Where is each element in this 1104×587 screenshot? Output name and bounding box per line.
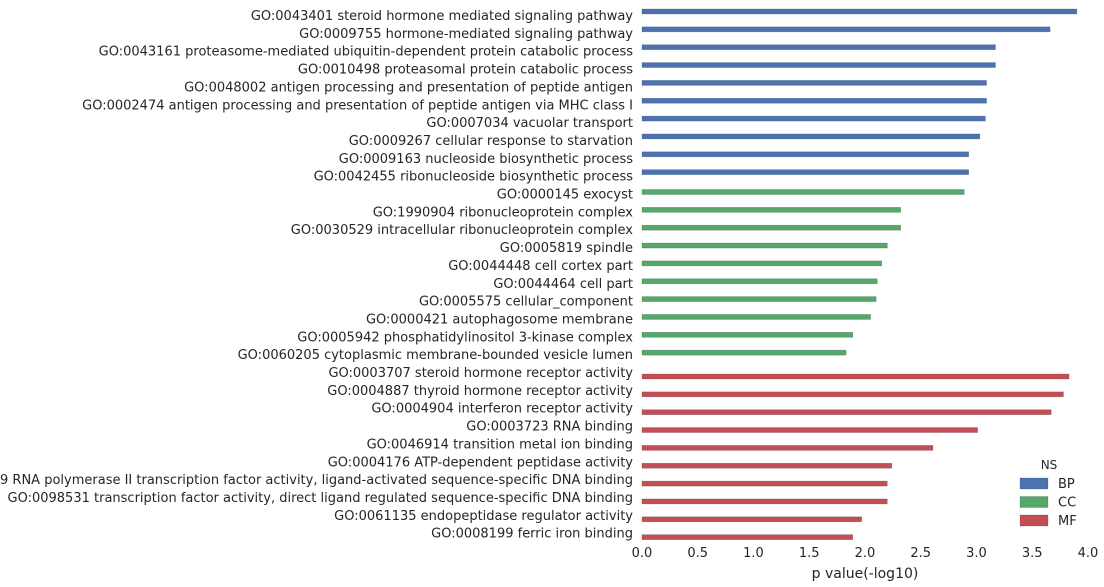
bar-bp: [641, 151, 969, 158]
bar-cc: [641, 242, 888, 249]
bar-bp: [641, 115, 986, 122]
category-label: GO:0004879 RNA polymerase II transcripti…: [0, 473, 633, 488]
category-label: GO:0044464 cell part: [493, 277, 633, 292]
x-tick-label: 4.0: [1078, 546, 1099, 561]
bar-bp: [641, 8, 1078, 15]
bar-mf: [641, 498, 888, 505]
x-tick-label: 0.0: [632, 546, 653, 561]
x-tick-label: 1.5: [799, 546, 820, 561]
bar-bp: [641, 97, 987, 104]
legend-title: NS: [1041, 458, 1058, 472]
category-label: GO:0098531 transcription factor activity…: [8, 491, 633, 506]
category-label: GO:0009755 hormone-mediated signaling pa…: [299, 27, 633, 42]
bar-mf: [641, 534, 854, 540]
legend-label-mf: MF: [1058, 514, 1077, 529]
bar-bp: [641, 133, 981, 140]
bar-bp: [641, 26, 1051, 33]
bar-mf: [641, 516, 862, 523]
bar-bp: [641, 80, 987, 86]
category-label: GO:0008199 ferric iron binding: [431, 527, 633, 542]
x-tick-label: 0.5: [687, 546, 708, 561]
category-label: GO:0042455 ribonucleoside biosynthetic p…: [314, 170, 634, 185]
x-tick-label: 1.0: [743, 546, 764, 561]
bar-mf: [641, 409, 1052, 416]
bar-mf: [641, 480, 888, 487]
category-label: GO:0060205 cytoplasmic membrane-bounded …: [238, 348, 633, 363]
category-label: GO:0000145 exocyst: [497, 188, 633, 203]
bar-mf: [641, 427, 978, 433]
bar-cc: [641, 278, 878, 285]
category-label: GO:0009163 nucleoside biosynthetic proce…: [339, 152, 633, 167]
category-label: GO:0044448 cell cortex part: [448, 259, 633, 274]
legend-swatch-mf: [1019, 514, 1049, 527]
bars-group: [641, 8, 1078, 540]
category-label: GO:0000421 autophagosome membrane: [366, 312, 633, 327]
legend-label-bp: BP: [1058, 477, 1075, 492]
category-label: GO:0003707 steroid hormone receptor acti…: [328, 366, 633, 381]
category-label: GO:0030529 intracellular ribonucleoprote…: [291, 223, 634, 238]
bar-cc: [641, 314, 871, 320]
category-label: GO:0046914 transition metal ion binding: [367, 437, 633, 452]
category-label: GO:0002474 antigen processing and presen…: [82, 98, 633, 113]
bar-cc: [641, 207, 901, 213]
bar-cc: [641, 260, 883, 267]
x-tick-label: 3.0: [966, 546, 987, 561]
x-tick-label: 3.5: [1022, 546, 1043, 561]
x-axis-label: p value(-log10): [812, 566, 919, 582]
category-label: GO:0004887 thyroid hormone receptor acti…: [327, 384, 633, 399]
legend-items: BP CC MF: [1019, 477, 1077, 529]
bar-cc: [641, 224, 901, 231]
bar-mf: [641, 462, 893, 469]
category-label: GO:0005819 spindle: [500, 241, 633, 256]
category-label: GO:0043401 steroid hormone mediated sign…: [251, 9, 633, 24]
bar-bp: [641, 62, 996, 68]
category-labels: GO:0043401 steroid hormone mediated sign…: [0, 9, 633, 542]
category-label: GO:0003723 RNA binding: [466, 420, 633, 435]
x-tick-label: 2.0: [855, 546, 876, 561]
legend-swatch-bp: [1019, 477, 1049, 490]
category-label: GO:0010498 proteasomal protein catabolic…: [298, 63, 633, 78]
bar-cc: [641, 349, 847, 356]
category-label: GO:1990904 ribonucleoprotein complex: [373, 205, 634, 220]
bar-mf: [641, 445, 934, 451]
bar-cc: [641, 189, 965, 195]
category-label: GO:0009267 cellular response to starvati…: [349, 134, 633, 149]
category-label: GO:0007034 vacuolar transport: [426, 116, 633, 131]
category-label: GO:0004176 ATP-dependent peptidase activ…: [328, 455, 634, 470]
legend: NS BP CC MF: [1019, 458, 1077, 529]
x-tick-labels: 0.0 0.5 1.0 1.5 2.0 2.5 3.0 3.5 4.0: [632, 546, 1099, 561]
bar-mf: [641, 391, 1064, 398]
category-label: GO:0005942 phosphatidylinositol 3-kinase…: [297, 330, 633, 345]
bar-cc: [641, 331, 854, 338]
bar-mf: [641, 373, 1070, 380]
category-label: GO:0005575 cellular_component: [419, 295, 633, 310]
category-label: GO:0048002 antigen processing and presen…: [184, 80, 633, 95]
bar-bp: [641, 169, 969, 175]
bar-bp: [641, 44, 996, 51]
category-label: GO:0004904 interferon receptor activity: [371, 402, 633, 417]
legend-swatch-cc: [1019, 496, 1049, 508]
bar-cc: [641, 296, 877, 302]
x-tick-label: 2.5: [910, 546, 931, 561]
category-label: GO:0043161 proteasome-mediated ubiquitin…: [99, 45, 634, 60]
legend-label-cc: CC: [1058, 496, 1076, 511]
category-label: GO:0061135 endopeptidase regulator activ…: [334, 509, 633, 524]
